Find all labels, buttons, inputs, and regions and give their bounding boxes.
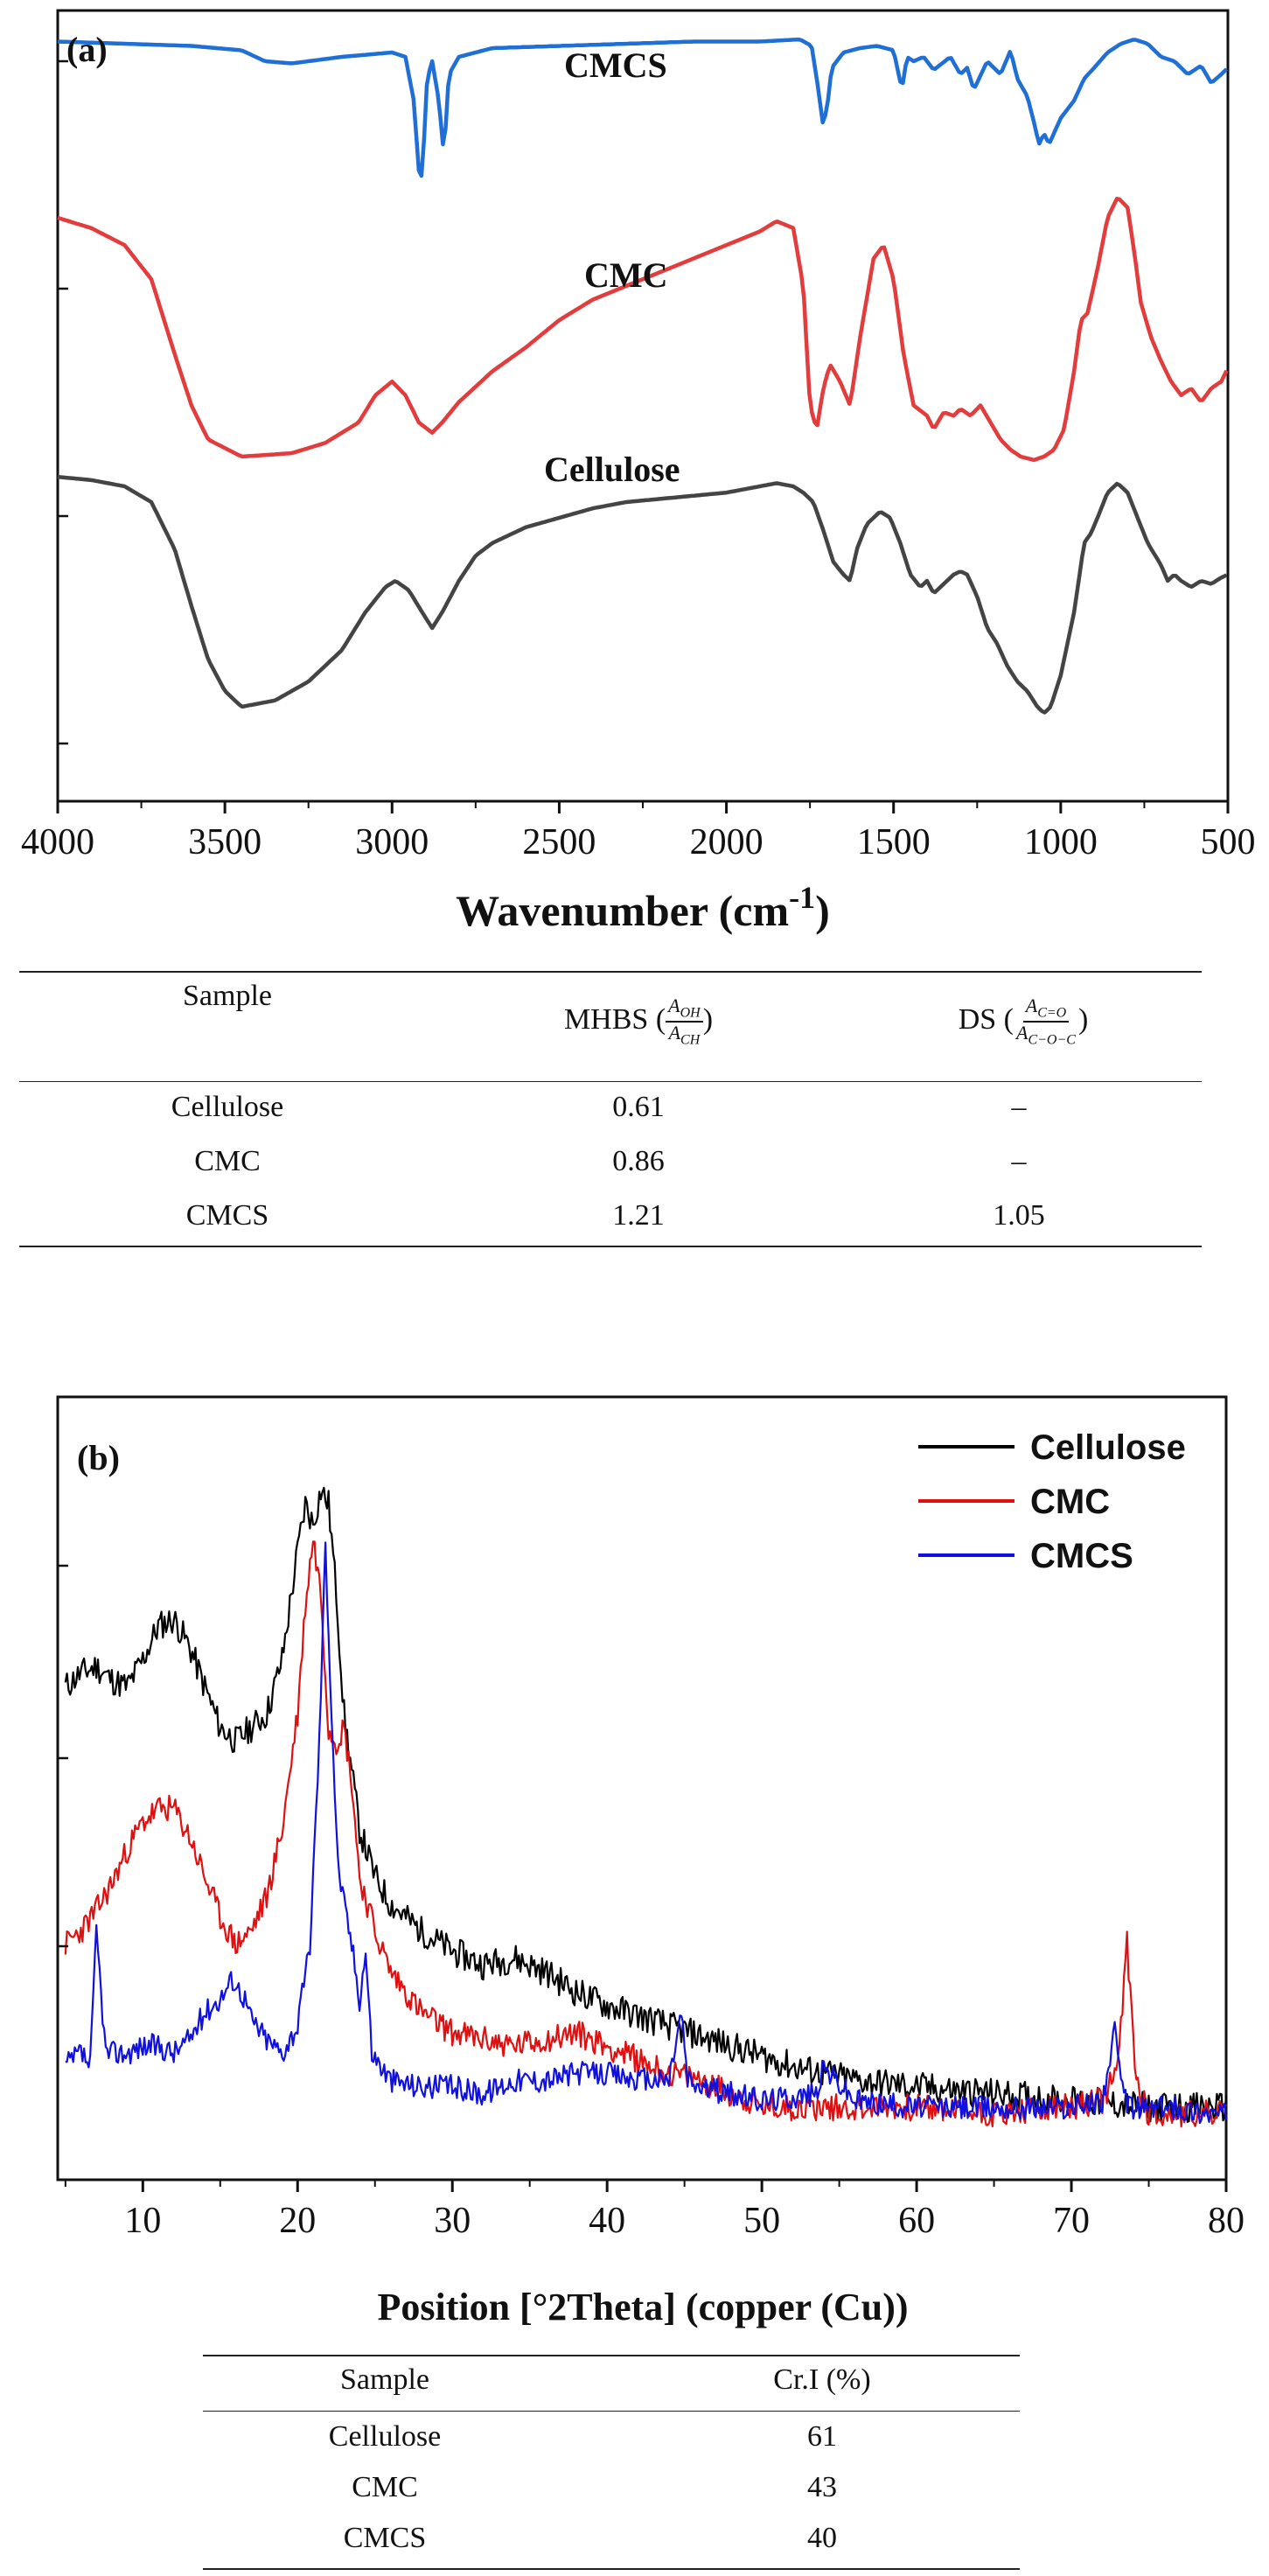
ftir-series-cellulose (57, 474, 1228, 715)
xrd-x-tick-label: 20 (279, 2201, 316, 2241)
xrd-panel-label: (b) (77, 1438, 120, 1477)
xrd-x-axis: 10 20 30 40 50 60 70 80 (64, 2180, 1245, 2241)
ftir-x-axis: 4000 3500 3000 2500 2000 1500 1000 500 (21, 801, 1256, 862)
ftir-curve-label-cmcs: CMCS (564, 45, 667, 85)
ftir-x-tick-label: 1500 (857, 822, 931, 862)
ftir-curve-label-cellulose: Cellulose (544, 450, 680, 489)
xrd-x-tick-label: 80 (1208, 2201, 1245, 2241)
xrd-series-cmcs (65, 1541, 1228, 2125)
xrd-legend: Cellulose CMC CMCS (918, 1428, 1186, 1575)
ftir-table-row-cellulose-sample: Cellulose (171, 1091, 284, 1123)
ftir-curve-label-cmc: CMC (584, 255, 668, 295)
ftir-x-tick-label: 2500 (522, 822, 596, 862)
mhbs-fraction: AOH ACH (666, 995, 703, 1048)
ftir-x-axis-title: Wavenumber (cm-1) (456, 880, 830, 935)
ftir-table-row-cmc-mhbs: 0.86 (612, 1145, 665, 1177)
xrd-plot-frame (56, 1395, 1228, 2182)
ftir-table-top-rule (19, 971, 1202, 973)
ds-fraction: AC=O AC−O−C (1016, 995, 1076, 1048)
xrd-table-row-cellulose-cri: 61 (807, 2420, 837, 2453)
xrd-x-tick-label: 10 (124, 2201, 161, 2241)
xrd-table-header-cri: Cr.I (%) (773, 2363, 871, 2396)
xrd-table-row-cmcs-sample: CMCS (343, 2522, 427, 2554)
xrd-x-tick-label: 50 (743, 2201, 780, 2241)
ftir-table-header-rule (19, 1081, 1202, 1082)
xrd-table-row-cmcs-cri: 40 (807, 2522, 837, 2554)
ftir-table-bottom-rule (19, 1246, 1202, 1247)
ftir-chart: 4000 3500 3000 2500 2000 1500 1000 500 (a) CMCS… (21, 9, 1256, 935)
ftir-table-row-cellulose-mhbs: 0.61 (612, 1091, 665, 1123)
ftir-plot-frame (56, 9, 1230, 803)
xrd-legend-label-cellulose: Cellulose (1030, 1428, 1186, 1467)
xrd-table-header-sample: Sample (340, 2363, 429, 2396)
xrd-table-row-cellulose-sample: Cellulose (328, 2420, 442, 2453)
xrd-table-row-cmc-sample: CMC (352, 2471, 418, 2503)
ftir-table-row-cmc-ds: – (1011, 1145, 1027, 1177)
ftir-table-row-cmcs-sample: CMCS (185, 1199, 269, 1232)
xrd-table-header-rule (203, 2411, 1020, 2412)
xrd-legend-label-cmcs: CMCS (1030, 1537, 1133, 1575)
ftir-table-row-cellulose-ds: – (1011, 1091, 1027, 1123)
ftir-x-tick-label: 3500 (188, 822, 261, 862)
ftir-x-tick-label: 2000 (690, 822, 763, 862)
ftir-series-cmcs (57, 37, 1229, 178)
ftir-series-cmc (57, 196, 1229, 463)
xrd-table-bottom-rule (203, 2568, 1020, 2570)
ftir-x-tick-label: 4000 (21, 822, 94, 862)
xrd-x-tick-label: 40 (589, 2201, 625, 2241)
xrd-x-axis-title: Position [°2Theta] (copper (Cu)) (377, 2286, 908, 2328)
ftir-table-row-cmcs-mhbs: 1.21 (612, 1199, 665, 1232)
xrd-series-cmc (64, 1540, 1227, 2128)
xrd-legend-label-cmc: CMC (1030, 1483, 1110, 1521)
ftir-x-tick-label: 500 (1201, 822, 1256, 862)
xrd-series-cellulose (64, 1486, 1228, 2123)
ftir-table-row-cmcs-ds: 1.05 (993, 1199, 1045, 1232)
xrd-x-tick-label: 30 (434, 2201, 471, 2241)
xrd-y-ticks (58, 1564, 68, 1948)
ftir-table-row-cmc-sample: CMC (194, 1145, 261, 1177)
ftir-table-header-mhbs: MHBS (AOH ACH) (563, 995, 714, 1048)
xrd-series-group (64, 1486, 1228, 2128)
xrd-table-row-cmc-cri: 43 (807, 2471, 837, 2503)
xrd-table-top-rule (203, 2355, 1020, 2356)
xrd-chart: 10 20 30 40 50 60 70 80 (b) Cellulose CMC CMCS Po… (56, 1395, 1245, 2328)
ftir-table-header-ds: DS (AC=O AC−O−C) (958, 995, 1089, 1048)
xrd-x-tick-label: 60 (898, 2201, 935, 2241)
ftir-series-group (57, 37, 1229, 715)
ftir-table-header-sample: Sample (183, 980, 272, 1012)
ftir-y-ticks (58, 59, 68, 745)
xrd-x-tick-label: 70 (1053, 2201, 1090, 2241)
ftir-panel-label: (a) (66, 30, 108, 69)
ftir-x-tick-label: 1000 (1024, 822, 1098, 862)
ftir-x-tick-label: 3000 (355, 822, 429, 862)
